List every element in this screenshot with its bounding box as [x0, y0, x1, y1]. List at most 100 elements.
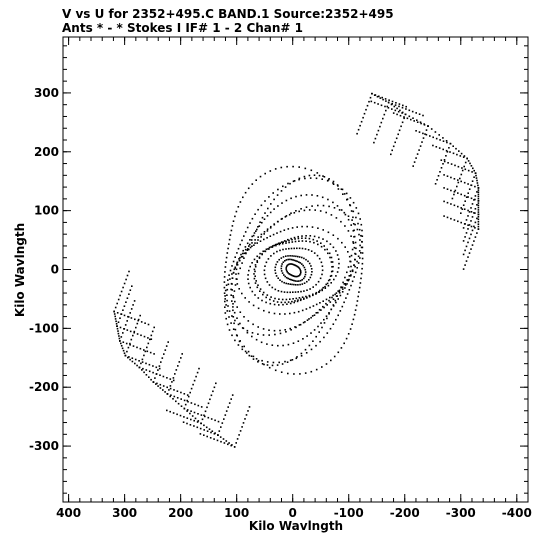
uv-point: [309, 306, 311, 309]
uv-point: [186, 409, 189, 411]
uv-point: [454, 189, 457, 192]
uv-point: [361, 229, 363, 232]
uv-point: [438, 134, 440, 136]
uv-point: [257, 226, 259, 228]
uv-point: [293, 264, 296, 266]
uv-point: [355, 216, 357, 219]
uv-point: [325, 298, 328, 301]
uv-point: [196, 426, 199, 429]
uv-point: [403, 116, 405, 118]
uv-point: [264, 200, 266, 202]
uv-point: [239, 322, 241, 325]
uv-point: [241, 426, 243, 428]
uv-point: [410, 118, 412, 121]
x-tick-label: 300: [112, 506, 137, 520]
uv-point: [474, 185, 476, 188]
uv-point: [249, 286, 251, 289]
uv-point: [453, 178, 456, 180]
uv-point: [336, 184, 339, 186]
uv-point: [468, 237, 471, 240]
uv-point: [288, 241, 290, 244]
uv-point: [232, 303, 234, 305]
uv-point: [304, 248, 307, 250]
uv-point: [469, 162, 471, 165]
uv-point: [244, 248, 247, 251]
uv-point: [285, 331, 287, 333]
uv-point: [240, 256, 243, 258]
uv-point: [150, 378, 152, 381]
uv-point: [172, 379, 175, 382]
uv-point: [374, 137, 377, 140]
uv-point: [453, 219, 456, 221]
uv-point: [418, 113, 421, 115]
uv-point: [475, 174, 477, 177]
uv-point: [347, 266, 350, 268]
uv-point: [257, 208, 259, 211]
uv-point: [309, 235, 312, 237]
uv-point: [256, 255, 258, 258]
uv-point: [327, 284, 330, 287]
uv-point: [278, 304, 280, 306]
uv-point: [360, 223, 363, 226]
uv-point: [465, 219, 468, 221]
uv-point: [335, 301, 337, 304]
uv-point: [292, 263, 295, 266]
uv-point: [218, 430, 221, 432]
uv-point: [335, 318, 337, 321]
uv-point: [153, 326, 155, 329]
uv-point: [246, 331, 249, 334]
uv-point: [359, 218, 361, 220]
uv-point: [415, 112, 417, 114]
uv-point: [321, 273, 323, 276]
uv-point: [477, 197, 480, 200]
uv-point: [149, 338, 151, 341]
uv-point: [317, 325, 319, 328]
uv-point: [151, 330, 154, 333]
uv-point: [249, 239, 251, 241]
uv-point: [358, 291, 360, 293]
uv-point: [293, 311, 296, 314]
uv-point: [353, 229, 355, 232]
uv-point: [315, 303, 318, 306]
uv-point: [305, 194, 308, 196]
uv-point: [285, 199, 288, 202]
uv-point: [123, 282, 126, 285]
uv-point: [304, 167, 307, 170]
uv-point: [219, 436, 222, 438]
uv-point: [221, 422, 224, 424]
uv-point: [405, 108, 407, 110]
uv-point: [422, 137, 425, 139]
uv-point: [271, 344, 274, 346]
uv-point: [343, 301, 345, 304]
uv-point: [134, 318, 136, 321]
uv-point: [229, 269, 232, 272]
uv-point: [199, 433, 202, 435]
uv-point: [136, 333, 139, 335]
uv-point: [412, 117, 414, 119]
uv-point: [317, 280, 320, 283]
x-axis-label: Kilo Wavlngth: [249, 519, 343, 533]
uv-point: [396, 107, 398, 110]
uv-point: [273, 303, 276, 306]
uv-point: [317, 227, 319, 229]
uv-point: [457, 220, 459, 223]
uv-point: [327, 231, 330, 234]
uv-point: [304, 177, 306, 180]
uv-point: [113, 313, 116, 315]
uv-point: [127, 316, 130, 318]
uv-point: [136, 364, 138, 367]
uv-point: [224, 289, 227, 292]
uv-point: [119, 326, 122, 329]
uv-point: [436, 179, 438, 181]
uv-point: [292, 180, 295, 183]
uv-point: [473, 169, 475, 172]
uv-point: [295, 284, 297, 286]
uv-point: [298, 297, 301, 299]
uv-point: [122, 309, 124, 311]
uv-point: [231, 265, 233, 267]
axis-ticks: 400 300 200 100 0 -100 -200 -300 -400 300 200 100 0 -…: [29, 37, 532, 520]
uv-point: [232, 309, 234, 312]
uv-point: [435, 137, 438, 140]
uv-point: [309, 276, 312, 279]
y-tick-label: -200: [29, 380, 59, 394]
